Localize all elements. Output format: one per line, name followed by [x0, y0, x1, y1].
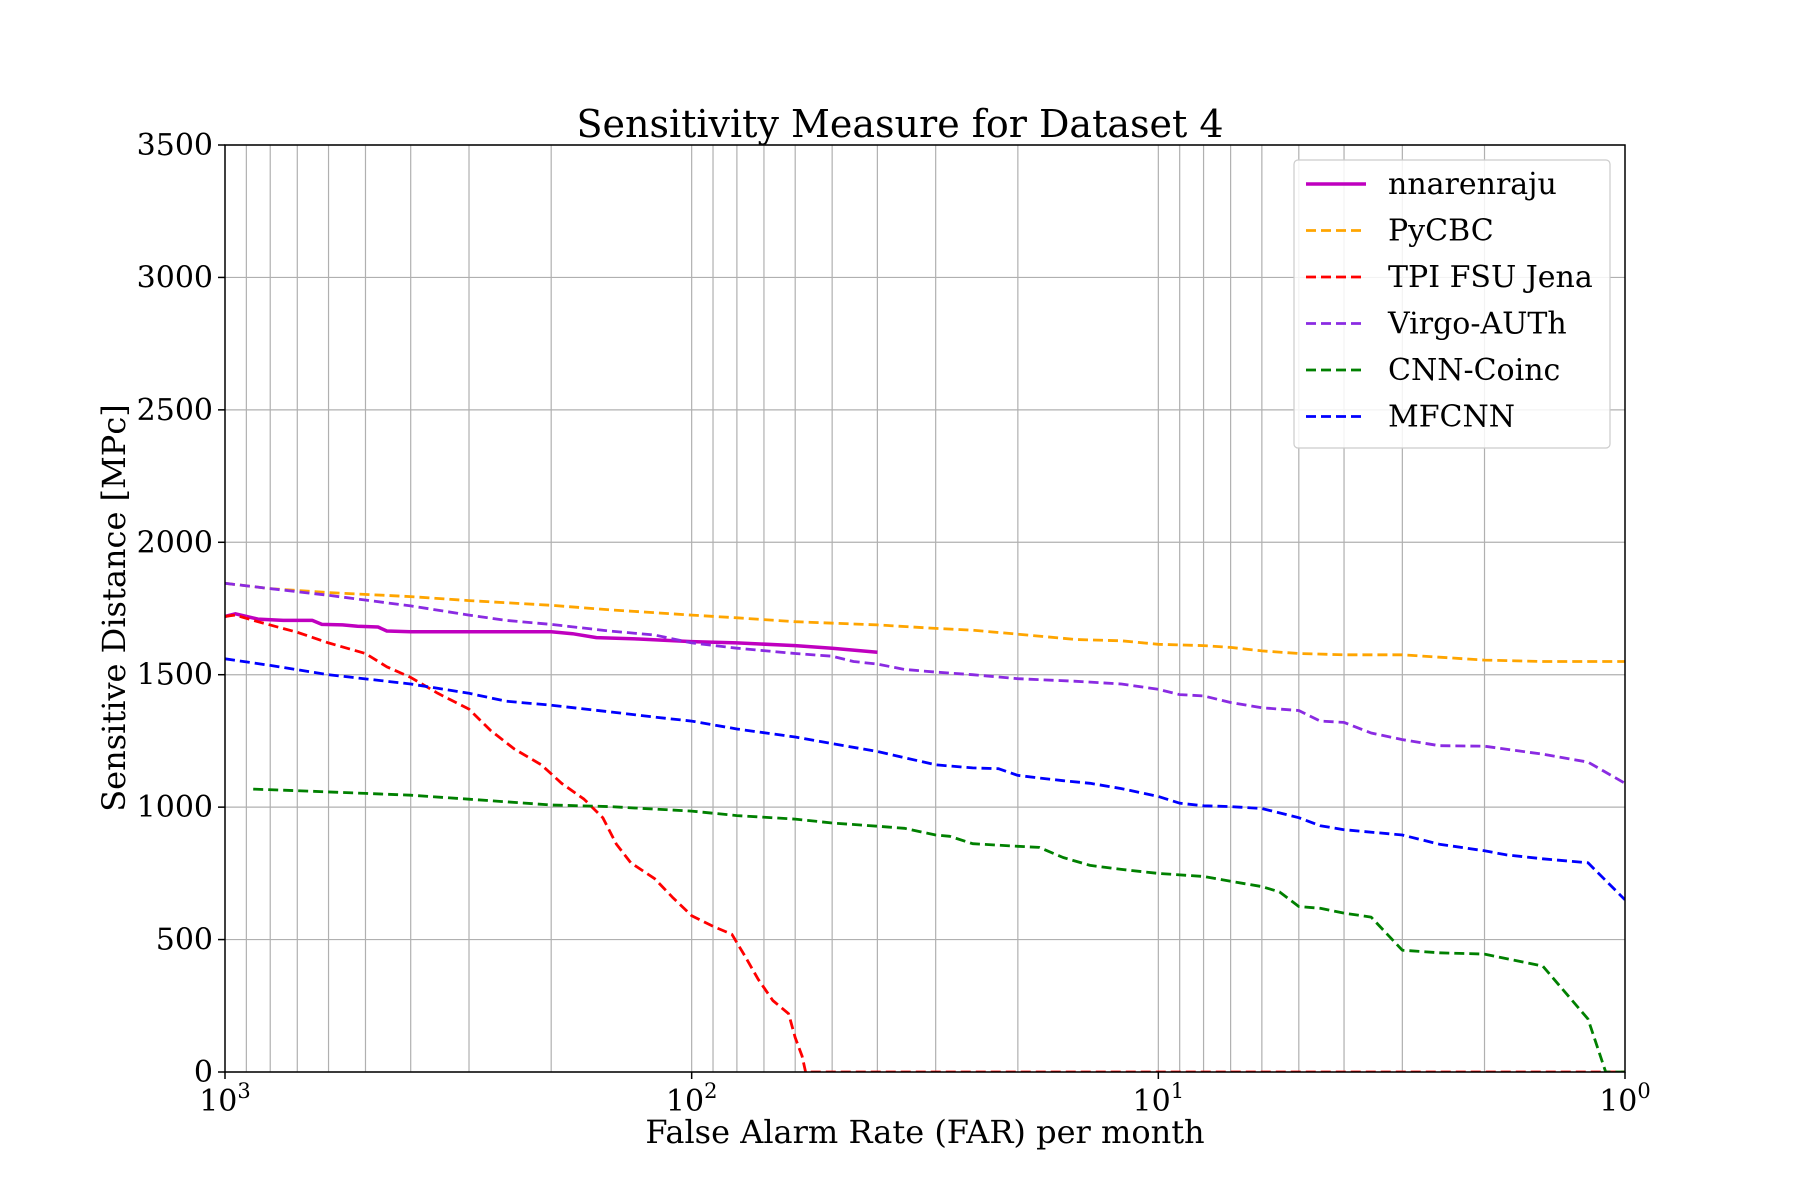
grid — [225, 144, 1625, 1073]
x-tick-base: 10 — [1133, 1084, 1171, 1119]
legend-label: PyCBC — [1388, 214, 1494, 249]
series-line-mfcnn — [225, 657, 1625, 901]
y-tick-label: 3000 — [137, 260, 213, 295]
legend: nnarenraju PyCBC TPI FSU Jena Virgo-AUTh CNN… — [1293, 159, 1611, 449]
x-tick-label: 101 — [1133, 1079, 1185, 1119]
y-tick-label: 2000 — [137, 525, 213, 560]
chart-title: Sensitivity Measure for Dataset 4 — [576, 102, 1223, 146]
plot-frame — [224, 144, 1626, 1073]
series-line-cnn-coinc — [253, 787, 1625, 1072]
series-line-tpi-fsu-jena — [225, 613, 1625, 1072]
legend-label: MFCNN — [1388, 400, 1515, 435]
y-tick-label: 1000 — [137, 790, 213, 825]
x-tick-base: 10 — [666, 1084, 704, 1119]
legend-label: Virgo-AUTh — [1387, 307, 1567, 342]
x-tick-exponent: 2 — [704, 1079, 717, 1103]
series-layer — [225, 581, 1625, 1072]
x-tick-label: 103 — [199, 1079, 251, 1119]
legend-box — [1293, 159, 1611, 449]
x-tick-base: 10 — [199, 1084, 237, 1119]
legend-label: TPI FSU Jena — [1388, 260, 1593, 295]
series-line-pycbc — [225, 581, 1625, 663]
x-tick-base: 10 — [1599, 1084, 1637, 1119]
y-tick-label: 0 — [194, 1055, 213, 1090]
x-tick-label: 100 — [1599, 1079, 1651, 1119]
x-axis-label: False Alarm Rate (FAR) per month — [645, 1113, 1204, 1151]
legend-label: nnarenraju — [1388, 167, 1557, 202]
y-axis-label: Sensitive Distance [MPc] — [95, 404, 133, 811]
x-tick-exponent: 1 — [1171, 1079, 1184, 1103]
series-line-virgo-auth — [225, 581, 1625, 785]
y-tick-label: 3500 — [137, 128, 213, 163]
series-line-nnarenraju — [225, 612, 878, 654]
y-axis: 0 500 1000 1500 2000 2500 3000 3500 — [137, 128, 225, 1090]
y-tick-label: 500 — [156, 923, 213, 958]
x-tick-exponent: 0 — [1637, 1079, 1650, 1103]
y-tick-label: 1500 — [137, 658, 213, 693]
x-axis: 103 102 101 100 — [199, 1072, 1651, 1119]
legend-label: CNN-Coinc — [1388, 353, 1560, 388]
x-tick-exponent: 3 — [237, 1079, 250, 1103]
y-tick-label: 2500 — [137, 393, 213, 428]
x-tick-label: 102 — [666, 1079, 718, 1119]
